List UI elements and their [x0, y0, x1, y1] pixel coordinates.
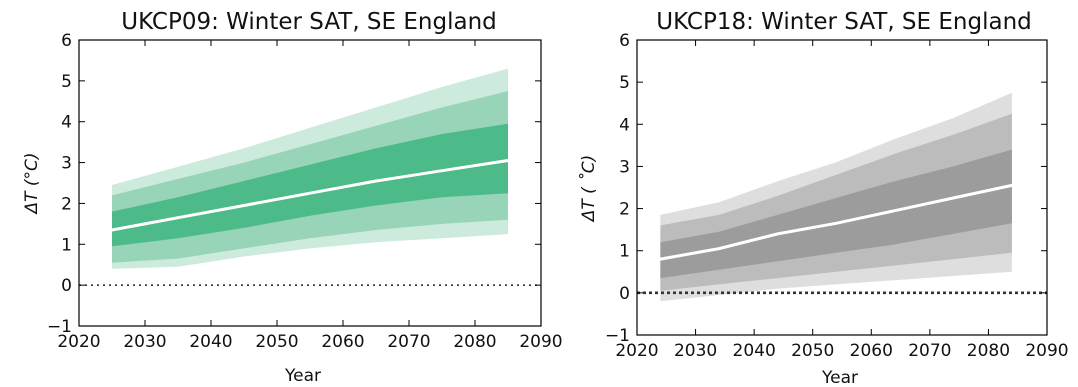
x-tick-label: 2030: [123, 332, 166, 352]
chart-ukcp09: UKCP09: Winter SAT, SE England ΔT (°C) Y…: [22, 9, 563, 386]
x-tick-label: 2070: [387, 332, 430, 352]
y-tick-label: 6: [619, 31, 630, 51]
x-tick-label: 2050: [255, 332, 298, 352]
y-tick-label: 5: [61, 72, 72, 92]
median-line: [658, 183, 1014, 261]
y-axis-label: ΔT ( ˚C): [578, 155, 599, 223]
y-tick-label: 0: [61, 276, 72, 296]
y-axis-label: ΔT (°C): [22, 152, 42, 215]
x-tick-label: 2080: [453, 332, 496, 352]
chart-ukcp18: UKCP18: Winter SAT, SE England ΔT ( ˚C) …: [578, 9, 1069, 387]
x-tick-label: 2050: [791, 341, 834, 361]
plot-frame: [78, 39, 542, 327]
y-tick-label: 5: [619, 73, 630, 93]
plot-frame: [636, 39, 1048, 336]
y-tick-label: 4: [619, 115, 630, 135]
y-tick-label: 2: [619, 200, 630, 220]
x-tick-label: 2020: [615, 341, 658, 361]
x-tick-label: 2060: [321, 332, 364, 352]
x-tick-label: 2020: [57, 332, 100, 352]
uncertainty-band-3: [660, 149, 1012, 279]
x-axis-label: Year: [284, 366, 321, 386]
y-tick-label: 4: [61, 113, 72, 133]
x-tick-label: 2070: [908, 341, 951, 361]
median-line: [110, 159, 510, 232]
y-tick-label: 1: [61, 235, 72, 255]
x-tick-label: 2080: [967, 341, 1010, 361]
x-tick-label: 2030: [674, 341, 717, 361]
x-tick-label: 2060: [850, 341, 893, 361]
y-tick-label: 2: [61, 194, 72, 214]
x-tick-label: 2040: [189, 332, 232, 352]
x-tick-label: 2090: [1025, 341, 1068, 361]
y-tick-label: 3: [619, 157, 630, 177]
x-tick-label: 2090: [519, 332, 562, 352]
y-tick-label: 6: [61, 31, 72, 51]
y-tick-label: −1: [605, 326, 630, 346]
x-axis-label: Year: [821, 368, 858, 387]
y-tick-label: 3: [61, 154, 72, 174]
y-tick-label: 0: [619, 284, 630, 304]
y-tick-label: −1: [47, 317, 72, 337]
chart-title: UKCP18: Winter SAT, SE England: [656, 9, 1032, 35]
y-tick-label: 1: [619, 242, 630, 262]
chart-title: UKCP09: Winter SAT, SE England: [121, 9, 497, 35]
x-tick-label: 2040: [733, 341, 776, 361]
uncertainty-band-3: [112, 123, 508, 247]
